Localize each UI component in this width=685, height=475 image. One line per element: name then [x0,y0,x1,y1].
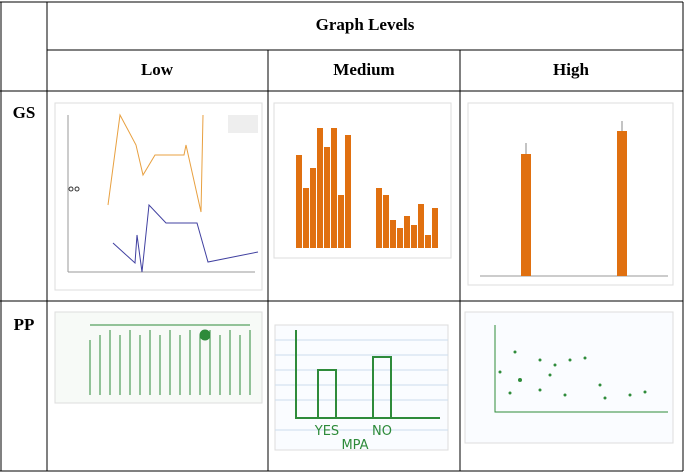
column-header: High [553,60,589,79]
sketch-x-label: YES [314,424,339,439]
row-label: GS [13,103,36,122]
row-label: PP [14,315,35,334]
pp-low-thumbnail [54,311,263,404]
gs-high-thumbnail [467,102,674,286]
header-title: Graph Levels [316,15,415,34]
sketch-x-label: NO [372,424,392,439]
column-header: Medium [333,60,394,79]
column-header: Low [141,60,174,79]
pp-medium-thumbnail: YES NO MPA [274,324,449,453]
pp-high-thumbnail [464,311,674,444]
gs-medium-thumbnail [273,102,452,259]
gs-low-thumbnail [54,102,263,291]
sketch-x-title: MPA [341,438,368,453]
